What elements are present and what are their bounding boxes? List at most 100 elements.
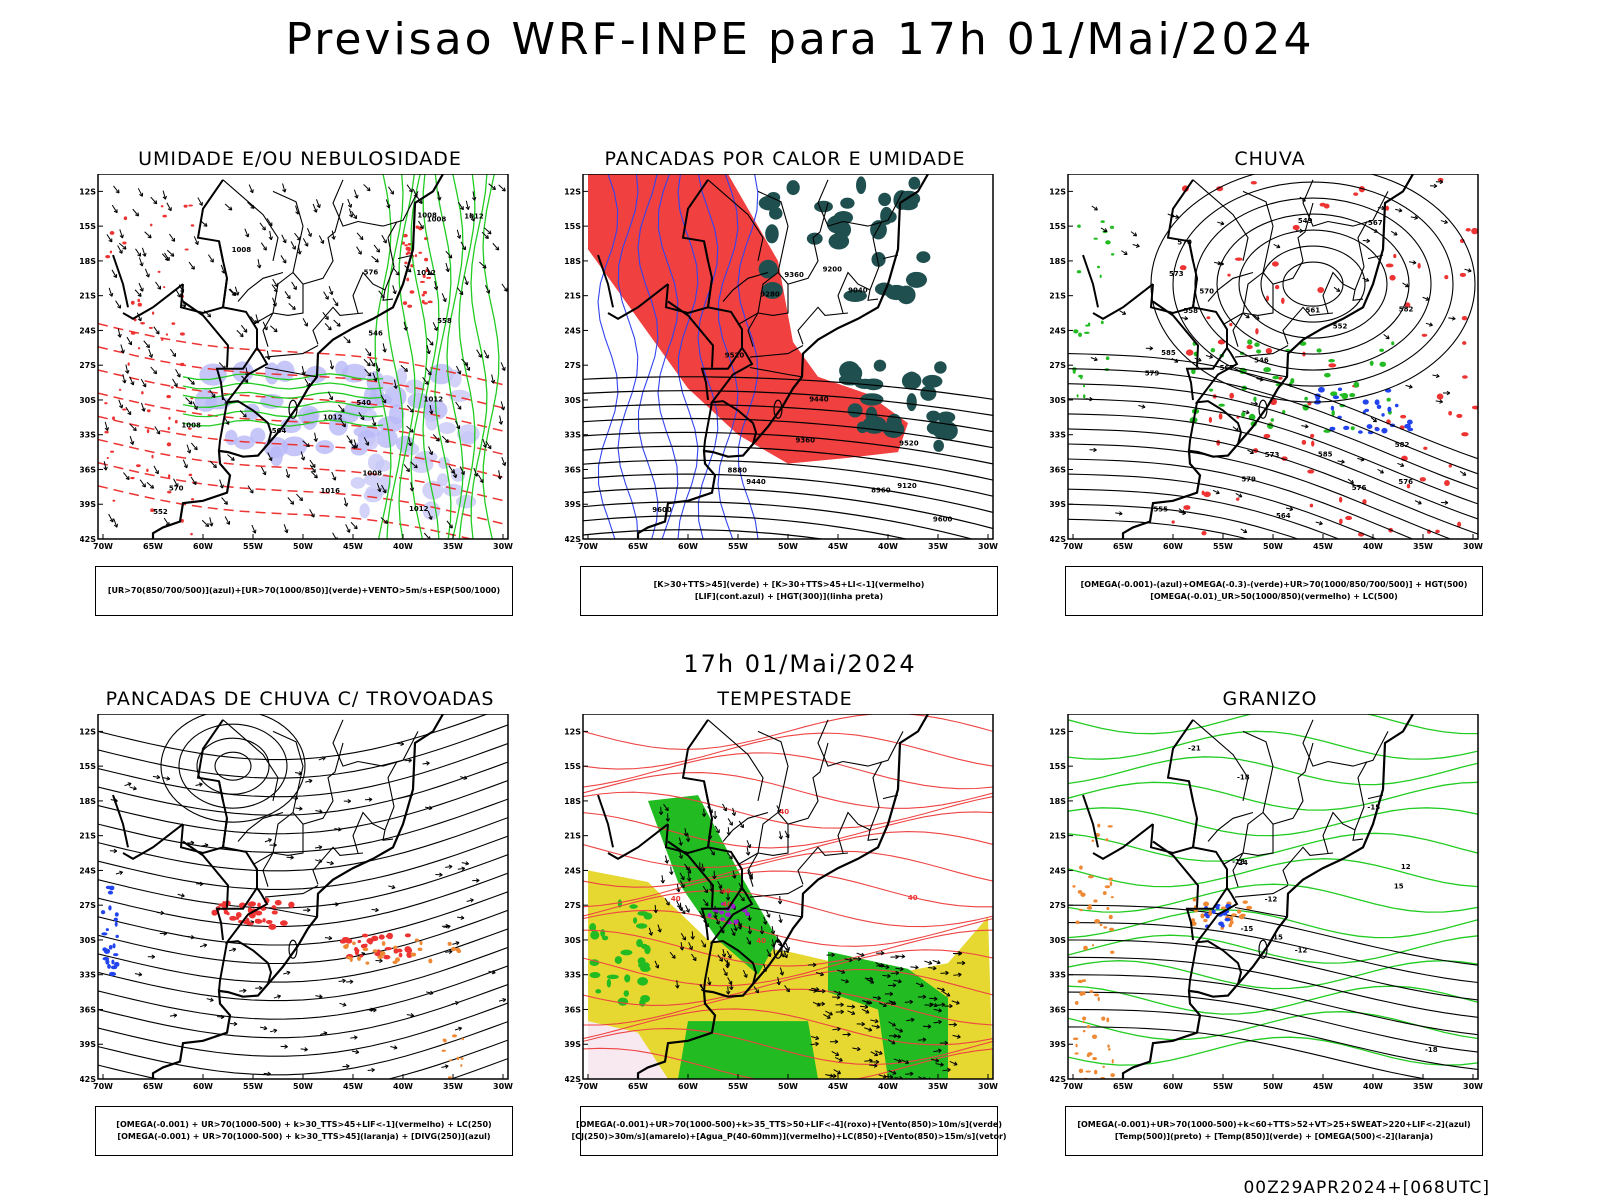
lon-tick-label: 55W (1213, 1082, 1233, 1091)
lat-tick-label: 30S (1050, 396, 1066, 405)
run-timestamp: 00Z29APR2024+[068UTC] (1243, 1178, 1490, 1198)
legend-line: [OMEGA(-0.001) + UR>70(1000-500) + k>30_… (116, 1120, 492, 1129)
contour-label: -18 (1232, 858, 1245, 866)
contour-label: -12 (1295, 946, 1308, 954)
lon-tick-label: 45W (343, 1082, 363, 1091)
lat-tick-label: 42S (1050, 1075, 1066, 1084)
map-geography (597, 714, 930, 1079)
lat-tick-label: 27S (565, 901, 581, 910)
lon-tick-label: 60W (1163, 1082, 1183, 1091)
lat-tick-label: 33S (80, 431, 96, 440)
contour-label: -15 (1367, 803, 1380, 811)
contour-label: 570 (1199, 287, 1214, 295)
lat-tick-label: 27S (80, 901, 96, 910)
lon-tick-label: 40W (878, 1082, 898, 1091)
lon-tick-label: 45W (1313, 542, 1333, 551)
contour-label: 9520 (899, 439, 919, 447)
legend-line: [UR>70(850/700/500)](azul)+[UR>70(1000/8… (107, 586, 501, 595)
lon-tick-label: 60W (678, 542, 698, 551)
lat-tick-label: 24S (1050, 866, 1066, 875)
lat-tick-label: 12S (80, 187, 96, 196)
map-granizo: -15 -12 -18 -21 -24 -12 -18 -15 -18 15 15 12 12S 15S 1… (1050, 714, 1483, 1091)
lon-tick-label: 35W (1413, 1082, 1433, 1091)
lon-tick-label: 40W (1363, 542, 1383, 551)
map-geography (597, 174, 930, 539)
lon-tick-label: 60W (1163, 542, 1183, 551)
lat-tick-label: 39S (1050, 1040, 1066, 1049)
contour-label: -15 (1241, 925, 1254, 933)
lat-tick-label: 42S (1050, 535, 1066, 544)
lon-tick-label: 50W (1263, 542, 1283, 551)
contour-label: -24 (1235, 859, 1248, 867)
contour-label: 9600 (933, 516, 953, 524)
lat-tick-label: 15S (565, 222, 581, 231)
lon-tick-label: 40W (878, 542, 898, 551)
lon-tick-label: 50W (293, 542, 313, 551)
lon-tick-label: 55W (728, 542, 748, 551)
contour-label: 561 (1305, 306, 1320, 314)
map-geography (1082, 714, 1415, 1079)
panel-pancadas-trovoadas: PANCADAS DE CHUVA C/ TROVOADAS 12S 15S 18S… (80, 688, 520, 1163)
contour-label: 546 (368, 329, 383, 337)
lat-tick-label: 12S (1050, 727, 1066, 736)
map-fields: 9600 9520 9440 9360 9280 9200 9120 9040 8960 8880… (583, 174, 993, 539)
lat-tick-label: 36S (1050, 1005, 1066, 1014)
contour-label: 579 (1241, 476, 1256, 484)
lat-tick-label: 42S (80, 535, 96, 544)
panel-legend: [OMEGA(-0.001)-(azul)+OMEGA(-0.3)-(verde… (1065, 566, 1483, 616)
contour-label: 1012 (323, 413, 343, 421)
contour-label: 567 (1368, 219, 1383, 227)
lat-tick-label: 30S (80, 936, 96, 945)
contour-label: 9120 (897, 482, 917, 490)
lon-tick-label: 70W (93, 1082, 113, 1091)
lon-tick-label: 50W (778, 542, 798, 551)
lon-tick-label: 70W (1063, 1082, 1083, 1091)
lon-tick-label: 30W (1463, 1082, 1483, 1091)
contour-label: 585 (1161, 349, 1176, 357)
lat-tick-label: 24S (80, 326, 96, 335)
lat-tick-label: 18S (80, 797, 96, 806)
contour-label: 9520 (725, 351, 745, 359)
contour-label: 582 (1395, 441, 1410, 449)
lat-tick-label: 18S (1050, 257, 1066, 266)
lon-tick-label: 30W (1463, 542, 1483, 551)
lat-tick-label: 36S (565, 1005, 581, 1014)
lat-tick-label: 18S (1050, 797, 1066, 806)
contour-label: 576 (364, 269, 379, 277)
contour-label: 582 (1399, 306, 1414, 314)
panel-granizo: GRANIZO -15 -12 -18 -21 -24 -12 -18 -15 -18 15 15 1… (1050, 688, 1490, 1163)
contour-label: -18 (1425, 1046, 1438, 1054)
panel-title: TEMPESTADE (717, 688, 853, 710)
contour-label: 1012 (464, 213, 484, 221)
contour-label: -12 (1265, 896, 1278, 904)
map-fields (98, 714, 508, 1079)
contour-label: 9440 (809, 395, 829, 403)
contour-label: 570 (169, 484, 184, 492)
map-umidade: 1008100810121012101210161008101210081008… (80, 174, 513, 551)
lat-tick-label: 33S (80, 971, 96, 980)
lat-tick-label: 12S (1050, 187, 1066, 196)
contour-label: 579 (1145, 369, 1160, 377)
lat-tick-label: 30S (565, 396, 581, 405)
lon-tick-label: 60W (678, 1082, 698, 1091)
contour-label: 567 (1220, 364, 1235, 372)
lat-tick-label: 18S (80, 257, 96, 266)
lon-tick-label: 65W (143, 542, 163, 551)
panel-title: GRANIZO (1222, 688, 1318, 710)
lat-tick-label: 24S (565, 326, 581, 335)
contour-label: 558 (437, 317, 452, 325)
panel-legend: [K>30+TTS>45](verde) + [K>30+TTS>45+LI<-… (580, 566, 998, 616)
lon-tick-label: 45W (1313, 1082, 1333, 1091)
lon-tick-label: 65W (1113, 1082, 1133, 1091)
panel-title: PANCADAS POR CALOR E UMIDADE (604, 148, 966, 170)
map-geography (1082, 174, 1415, 539)
lat-tick-label: 42S (565, 535, 581, 544)
lon-tick-label: 70W (578, 542, 598, 551)
contour-label: 1008 (427, 215, 447, 223)
map-pancadas-calor: 9600 9520 9440 9360 9280 9200 9120 9040 8960 8880… (565, 174, 998, 551)
lat-tick-label: 21S (80, 292, 96, 301)
contour-label: 9440 (746, 478, 766, 486)
lat-tick-label: 12S (565, 187, 581, 196)
legend-line: [OMEGA(-0.001) + UR>70(1000-500) + k>30_… (117, 1132, 491, 1141)
panel-tempestade: TEMPESTADE 40 40 40 40 40 40 12S 15S 18S 21S 24S 27… (565, 688, 1007, 1163)
